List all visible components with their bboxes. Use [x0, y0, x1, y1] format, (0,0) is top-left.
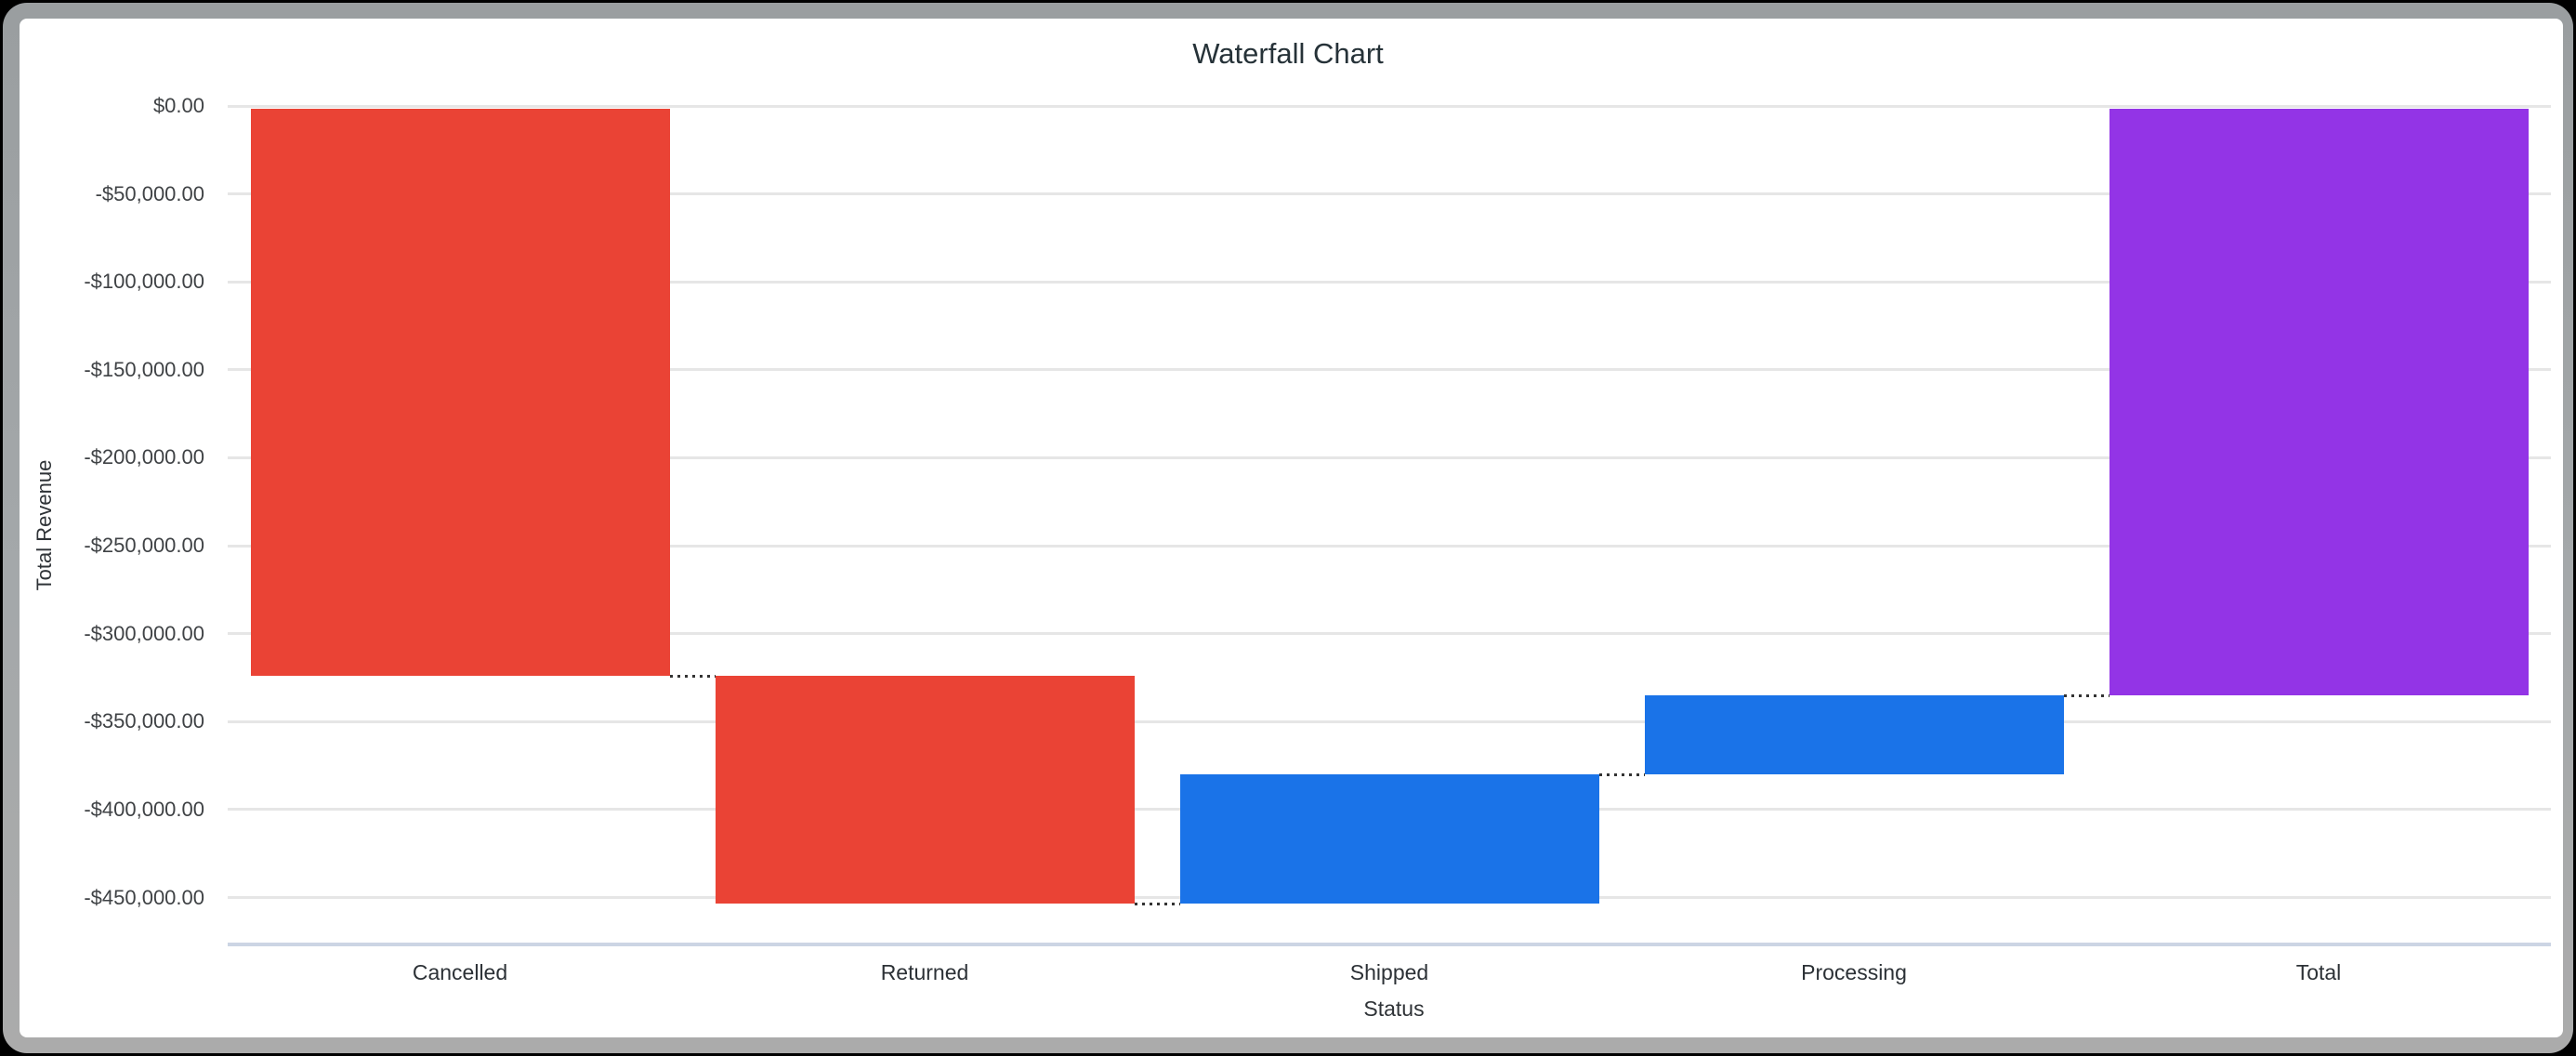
y-tick-label: -$150,000.00 — [84, 357, 204, 381]
x-axis-title: Status — [1363, 997, 1425, 1021]
waterfall-bar-shipped[interactable] — [1179, 774, 1599, 904]
y-tick-label: -$450,000.00 — [84, 885, 204, 909]
y-tick-label: -$400,000.00 — [84, 797, 204, 821]
y-tick-label: -$250,000.00 — [84, 534, 204, 558]
connector-line — [669, 674, 716, 678]
chart-title: Waterfall Chart — [1192, 37, 1384, 70]
y-tick-label: $0.00 — [152, 94, 204, 117]
waterfall-bar-returned[interactable] — [715, 676, 1135, 904]
connector-line — [2063, 693, 2109, 697]
category-label-processing: Processing — [1801, 960, 1907, 984]
gridline — [228, 544, 2551, 548]
y-tick-label: -$100,000.00 — [84, 270, 204, 294]
gridline — [228, 632, 2551, 636]
waterfall-bar-processing[interactable] — [1644, 695, 2064, 775]
gridline — [228, 368, 2551, 372]
connector-line — [1134, 902, 1180, 905]
gridline — [228, 104, 2551, 108]
x-axis-baseline — [228, 943, 2551, 946]
gridline — [228, 192, 2551, 196]
waterfall-bar-total[interactable] — [2109, 109, 2529, 696]
category-label-shipped: Shipped — [1349, 960, 1429, 984]
waterfall-bar-cancelled[interactable] — [250, 109, 670, 677]
category-label-returned: Returned — [880, 960, 969, 984]
y-tick-label: -$200,000.00 — [84, 445, 204, 469]
gridline — [228, 719, 2551, 723]
gridline — [228, 280, 2551, 284]
y-tick-label: -$350,000.00 — [84, 709, 204, 733]
y-tick-label: -$300,000.00 — [84, 621, 204, 645]
category-label-cancelled: Cancelled — [412, 960, 508, 984]
gridline — [228, 455, 2551, 459]
connector-line — [1598, 772, 1645, 776]
y-tick-label: -$50,000.00 — [95, 181, 204, 205]
category-label-total: Total — [2295, 960, 2342, 984]
